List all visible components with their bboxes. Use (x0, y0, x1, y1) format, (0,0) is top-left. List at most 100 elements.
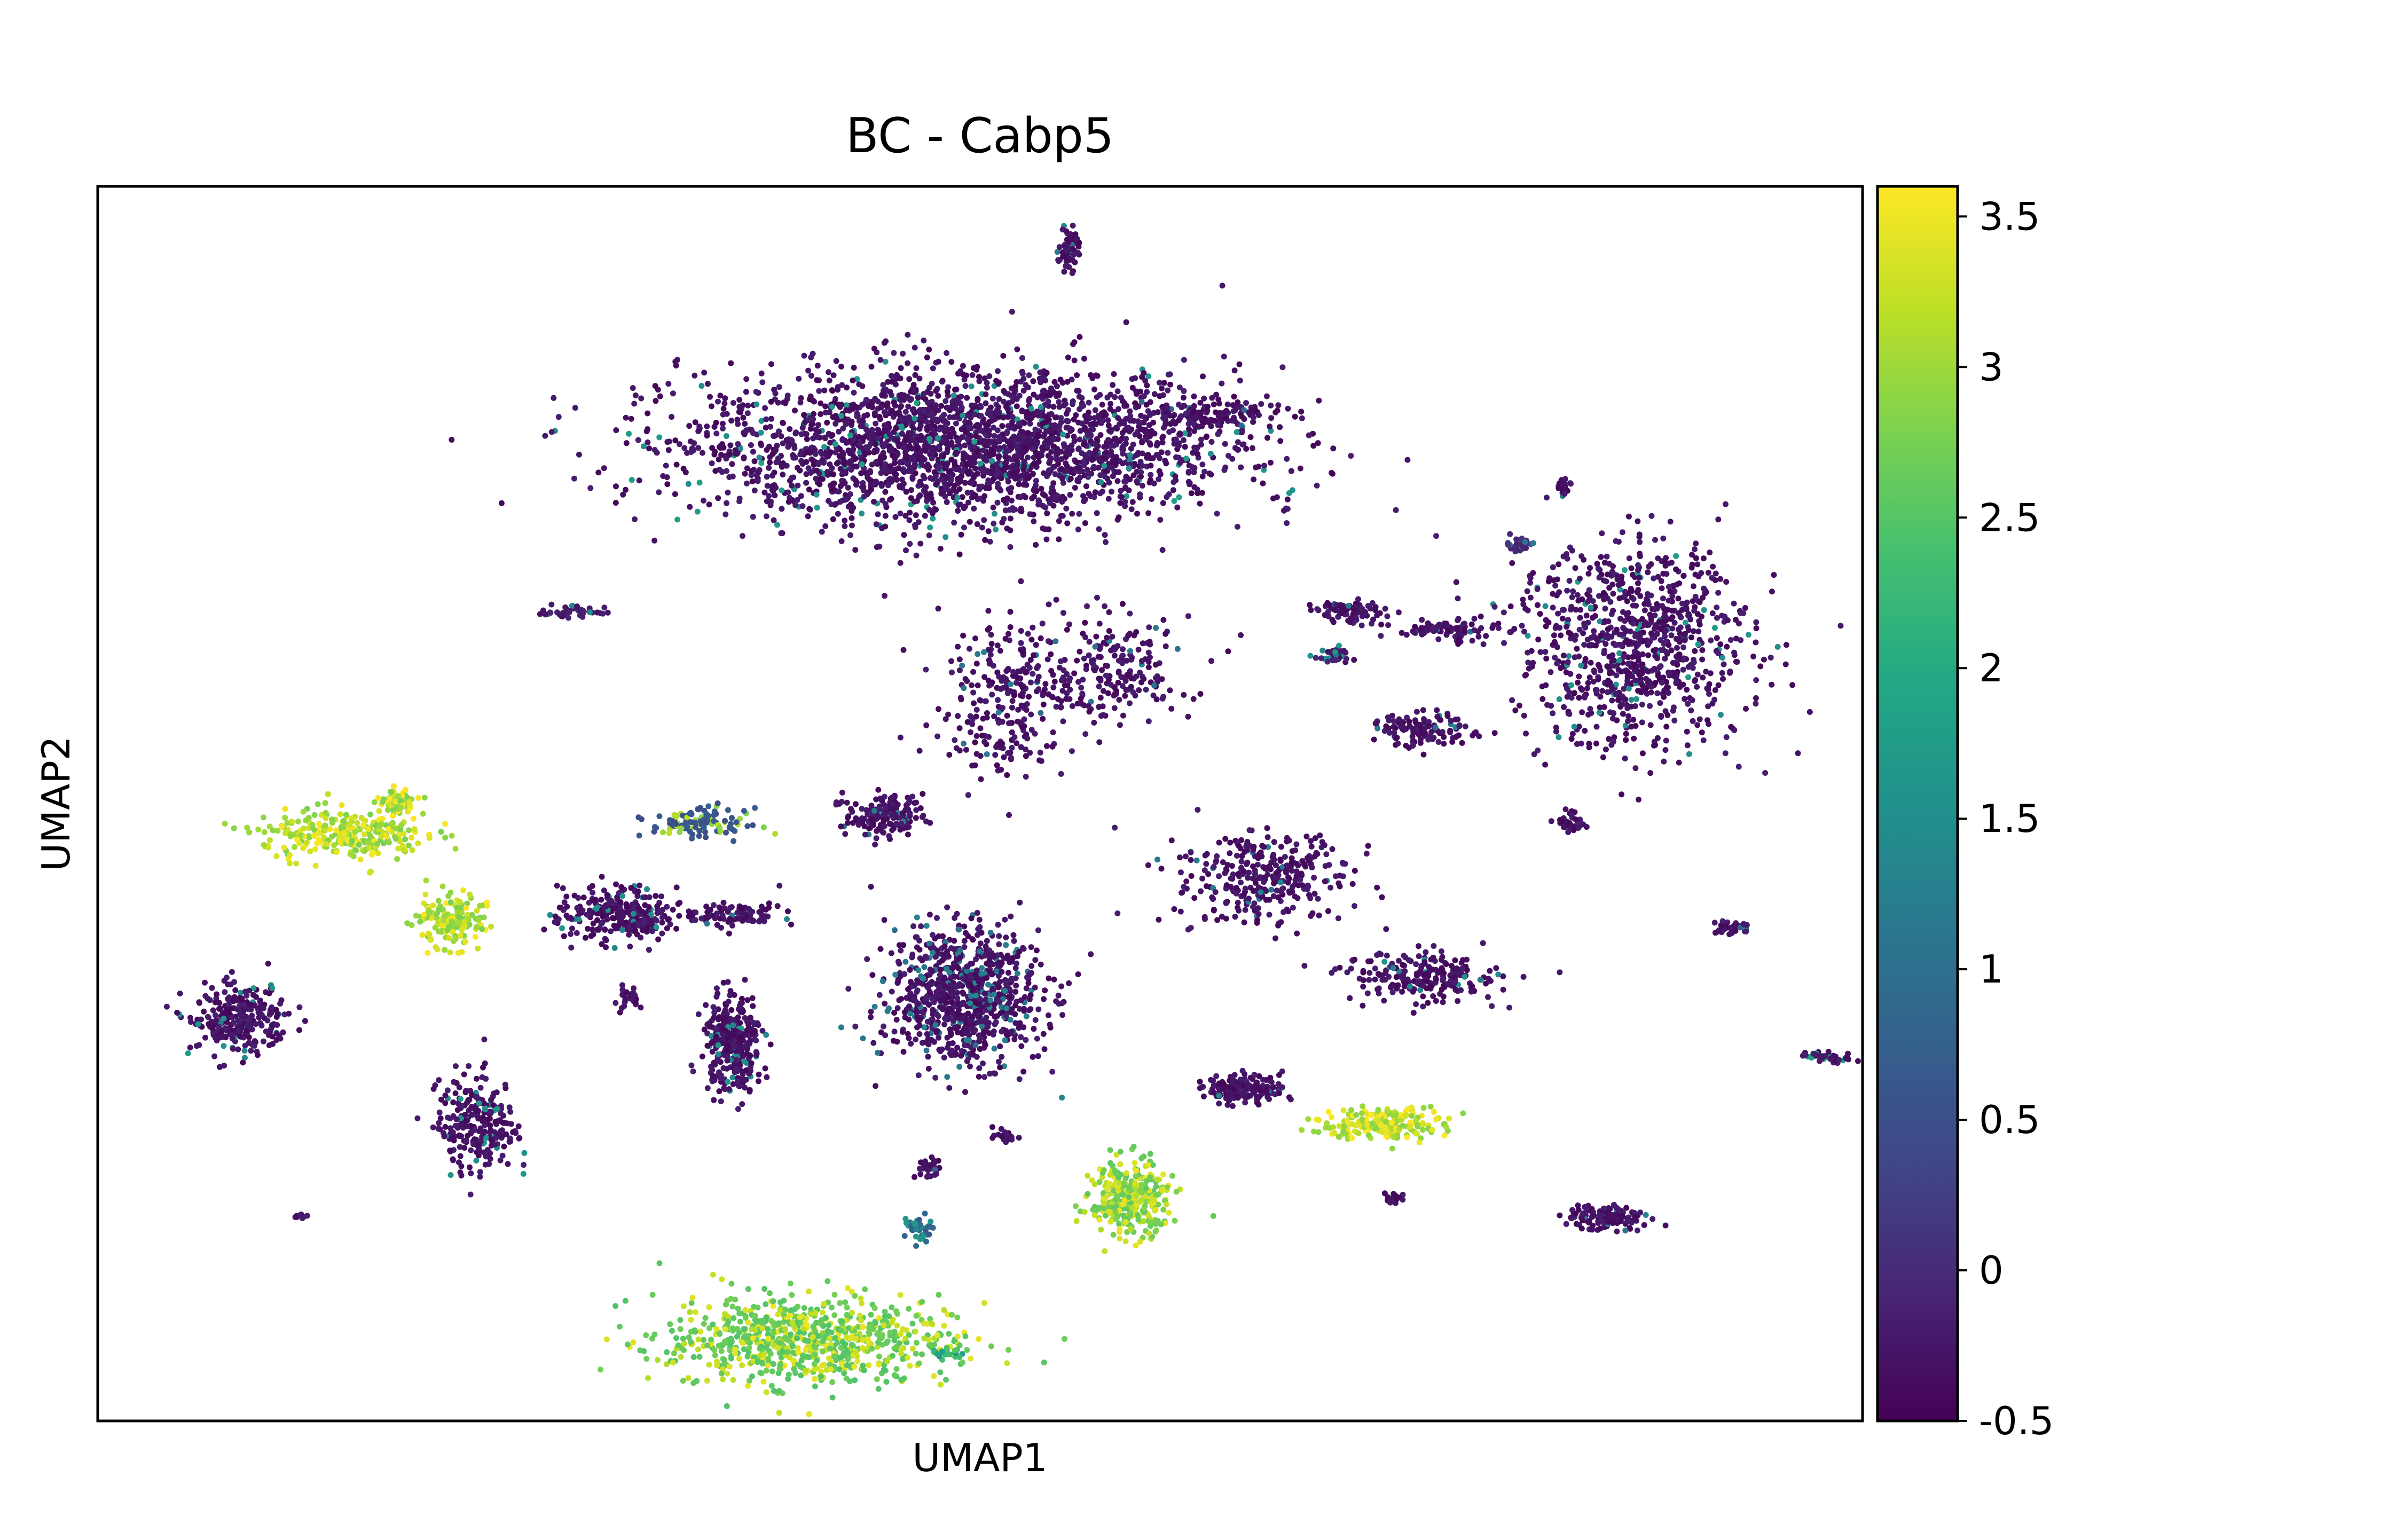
scatter-point (729, 1325, 736, 1332)
scatter-point (914, 987, 921, 994)
scatter-point (1050, 502, 1057, 509)
scatter-point (836, 453, 843, 459)
scatter-point (1165, 371, 1172, 378)
scatter-point (780, 440, 786, 446)
scatter-point (994, 427, 1001, 434)
scatter-point (1176, 384, 1183, 391)
scatter-point (1289, 487, 1295, 493)
scatter-point (1182, 430, 1188, 436)
scatter-point (900, 481, 907, 487)
scatter-point (622, 1298, 629, 1304)
scatter-point (838, 402, 845, 408)
scatter-point (1648, 513, 1655, 519)
scatter-point (891, 350, 897, 356)
scatter-point (747, 1378, 752, 1384)
scatter-point (1126, 465, 1132, 472)
scatter-point (999, 1028, 1005, 1035)
scatter-point (977, 940, 984, 947)
scatter-point (1074, 459, 1080, 466)
scatter-point (912, 344, 918, 351)
scatter-point (832, 441, 838, 447)
scatter-point (956, 1064, 963, 1070)
scatter-point (1652, 742, 1658, 748)
scatter-point (1064, 379, 1071, 385)
scatter-point (947, 414, 953, 420)
scatter-point (688, 1339, 694, 1345)
scatter-point (1151, 430, 1158, 437)
scatter-point (1197, 500, 1203, 507)
scatter-point (873, 521, 879, 528)
scatter-point (893, 425, 899, 431)
scatter-point (960, 975, 966, 981)
scatter-point (1238, 464, 1244, 470)
scatter-point (1684, 687, 1690, 693)
scatter-point (1639, 670, 1645, 677)
scatter-point (973, 992, 979, 999)
scatter-point (1727, 637, 1734, 643)
scatter-point (776, 1388, 782, 1394)
scatter-point (894, 1005, 901, 1011)
scatter-point (1095, 412, 1102, 419)
scatter-point (1537, 611, 1543, 617)
scatter-point (961, 944, 968, 950)
scatter-point (852, 456, 858, 462)
scatter-point (677, 1317, 684, 1323)
scatter-point (957, 955, 963, 961)
scatter-point (974, 521, 980, 528)
scatter-point (1105, 417, 1111, 423)
scatter-point (1059, 513, 1066, 519)
scatter-point (991, 521, 997, 527)
scatter-point (1165, 387, 1171, 394)
scatter-point (1620, 609, 1626, 615)
scatter-point (692, 1327, 698, 1333)
scatter-point (891, 1028, 898, 1035)
scatter-point (813, 427, 819, 433)
scatter-point (1767, 655, 1774, 661)
scatter-point (939, 1006, 946, 1012)
scatter-point (929, 996, 936, 1002)
scatter-point (1593, 687, 1600, 693)
scatter-point (1659, 603, 1666, 609)
scatter-point (827, 1346, 833, 1352)
scatter-point (818, 400, 824, 406)
scatter-point (898, 947, 904, 954)
scatter-point (1062, 468, 1068, 474)
scatter-point (1176, 494, 1182, 500)
scatter-point (1051, 976, 1057, 983)
scatter-point (892, 514, 899, 520)
scatter-point (934, 417, 941, 423)
scatter-point (944, 350, 950, 356)
scatter-point (845, 484, 851, 491)
scatter-point (681, 1340, 687, 1347)
scatter-point (906, 1003, 913, 1010)
scatter-point (745, 1382, 751, 1389)
scatter-point (929, 510, 936, 516)
scatter-point (933, 1011, 940, 1018)
scatter-point (1240, 441, 1247, 447)
scatter-point (1005, 956, 1012, 963)
scatter-point (859, 461, 865, 467)
scatter-point (1692, 648, 1698, 654)
scatter-point (868, 1014, 874, 1020)
scatter-point (880, 382, 886, 388)
scatter-point (831, 1312, 838, 1318)
scatter-point (1001, 516, 1007, 522)
scatter-point (1226, 453, 1231, 459)
scatter-point (907, 1010, 914, 1017)
scatter-point (1593, 635, 1599, 642)
scatter-point (498, 500, 505, 506)
scatter-point (875, 511, 881, 517)
scatter-point (1806, 709, 1813, 715)
scatter-point (1714, 635, 1720, 641)
scatter-point (1030, 378, 1036, 384)
scatter-point (799, 503, 806, 509)
scatter-point (1753, 701, 1759, 707)
scatter-point (902, 408, 909, 415)
scatter-point (976, 916, 983, 923)
scatter-point (1554, 661, 1560, 667)
scatter-point (768, 1318, 774, 1324)
scatter-point (948, 999, 955, 1005)
scatter-point (713, 430, 720, 437)
scatter-point (1170, 487, 1176, 493)
scatter-point (952, 973, 959, 980)
